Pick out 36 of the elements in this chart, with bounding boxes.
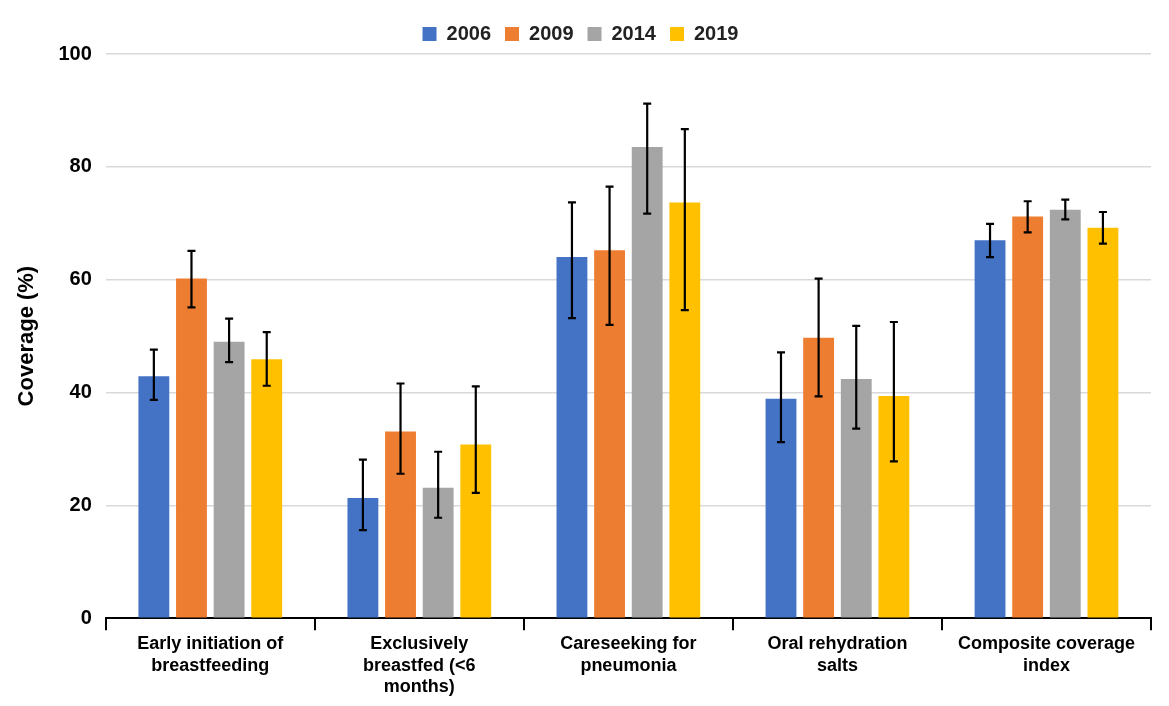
y-tick-label: 100 xyxy=(58,41,92,64)
x-tick-label: Oral rehydration salts xyxy=(767,632,908,675)
bar xyxy=(631,147,663,618)
bar xyxy=(1087,227,1119,618)
y-tick-label: 80 xyxy=(69,154,92,177)
x-tick-label: Early initiation of breastfeeding xyxy=(137,632,285,675)
bar xyxy=(556,257,588,618)
bar xyxy=(460,444,492,618)
x-tick-label: Composite coverage index xyxy=(957,632,1136,675)
bar xyxy=(974,240,1006,618)
bar xyxy=(1012,216,1044,618)
bar xyxy=(803,337,835,618)
bar xyxy=(213,341,245,618)
bar xyxy=(1049,209,1081,618)
bar xyxy=(840,378,872,618)
legend-label: 2009 xyxy=(529,21,574,44)
y-tick-label: 40 xyxy=(69,380,92,403)
y-tick-label: 0 xyxy=(80,605,92,628)
x-tick-label: Careseeking for pneumonia xyxy=(560,632,697,675)
legend-label: 2014 xyxy=(611,21,657,44)
bar xyxy=(176,278,207,618)
legend-label: 2006 xyxy=(446,21,492,44)
y-axis-title: Coverage (%) xyxy=(13,265,39,407)
bar xyxy=(765,398,797,618)
y-tick-label: 60 xyxy=(69,267,92,290)
legend-label: 2019 xyxy=(693,21,739,44)
x-tick-label: Exclusively breastfed (<6 months) xyxy=(363,632,476,697)
bar xyxy=(138,376,170,618)
bar xyxy=(878,395,910,618)
bar xyxy=(251,359,283,618)
bar xyxy=(669,202,701,618)
bar xyxy=(385,431,416,618)
bar xyxy=(594,250,625,618)
bar xyxy=(422,487,454,618)
bar xyxy=(347,498,379,618)
y-tick-label: 20 xyxy=(69,492,92,515)
